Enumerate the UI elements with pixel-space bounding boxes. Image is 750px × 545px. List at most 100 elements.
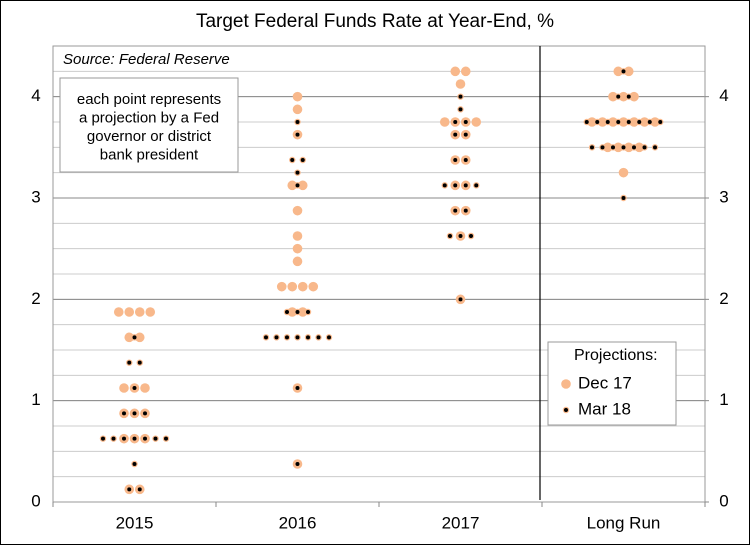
dot [623, 66, 634, 77]
dot [615, 118, 622, 126]
dot [620, 68, 627, 75]
dot [630, 144, 638, 151]
dot [315, 334, 322, 341]
dot [294, 334, 301, 341]
dot [287, 180, 298, 191]
dot [294, 460, 301, 468]
dot [462, 182, 469, 189]
dot [620, 144, 627, 151]
x-tick-label: 2015 [116, 513, 154, 532]
chart-title: Target Federal Funds Rate at Year-End, % [196, 11, 554, 32]
dot [473, 182, 480, 189]
dot [141, 435, 149, 442]
dot [439, 117, 450, 127]
dot [646, 118, 653, 126]
dot [562, 406, 570, 414]
dot [273, 334, 280, 341]
dot [141, 410, 149, 417]
dot [608, 117, 618, 127]
dot [294, 182, 301, 189]
dot [287, 281, 298, 292]
dot [99, 435, 107, 442]
source: Source: Federal Reserve [63, 51, 230, 68]
y2-tick-label: 4 [719, 86, 728, 105]
y-tick-label: 4 [31, 86, 40, 105]
dot [446, 232, 454, 240]
dot [457, 296, 464, 303]
dot [110, 435, 117, 442]
dot [452, 131, 459, 138]
dot [587, 117, 597, 127]
dot [455, 79, 466, 89]
dot [152, 435, 159, 442]
dot [608, 91, 618, 102]
dot [657, 118, 664, 126]
legend-label: Mar 18 [578, 399, 631, 418]
dot [294, 131, 301, 138]
y2-tick-label: 3 [719, 187, 728, 206]
dot [126, 486, 133, 493]
dot [131, 460, 138, 468]
dot [613, 142, 624, 153]
dot [308, 281, 319, 292]
dot [561, 379, 571, 389]
dot [292, 243, 303, 254]
dot [292, 205, 303, 216]
x-tick-label: 2016 [279, 513, 317, 532]
dot [450, 66, 461, 77]
dot [615, 93, 622, 100]
legend-title: Projections: [574, 347, 658, 364]
dot [136, 359, 143, 366]
y-tick-label: 0 [31, 491, 40, 510]
legend-label: Dec 17 [578, 373, 632, 392]
dot [634, 142, 645, 153]
dot [134, 307, 145, 317]
x-tick-label: Long Run [587, 513, 661, 532]
dot [120, 410, 128, 417]
dot [325, 334, 333, 341]
dot [292, 231, 303, 241]
dot [294, 118, 301, 126]
x-tick-label: 2017 [442, 513, 480, 532]
dot [441, 182, 448, 189]
dot [294, 308, 301, 316]
y-tick-label: 2 [31, 289, 40, 308]
dot [124, 332, 135, 343]
dot [113, 307, 124, 317]
note-line: each point represents [77, 91, 221, 108]
dot [294, 384, 301, 392]
dot [636, 118, 643, 126]
dot [462, 131, 469, 138]
dot [124, 307, 135, 317]
dot [292, 104, 303, 115]
dot [457, 93, 464, 100]
y-tick-label: 1 [31, 390, 40, 409]
dot [641, 144, 648, 151]
dot [120, 435, 128, 442]
dot [140, 383, 150, 393]
dot [462, 156, 469, 164]
dot [294, 169, 301, 176]
dot [588, 144, 596, 151]
dot [460, 66, 471, 77]
dot [609, 144, 617, 151]
dot [297, 307, 308, 317]
dot [292, 91, 303, 102]
dot [134, 332, 145, 343]
dot [131, 384, 138, 392]
note-line: governor or district [87, 128, 212, 145]
dot [299, 156, 306, 164]
dot [297, 281, 308, 292]
dot [297, 180, 308, 191]
dot [136, 486, 143, 493]
dot [629, 91, 639, 102]
dot [462, 118, 469, 126]
dot [119, 383, 129, 393]
dot [651, 144, 659, 151]
marks [99, 66, 664, 495]
dot [583, 118, 590, 126]
dot [452, 118, 459, 126]
dot [618, 117, 629, 127]
